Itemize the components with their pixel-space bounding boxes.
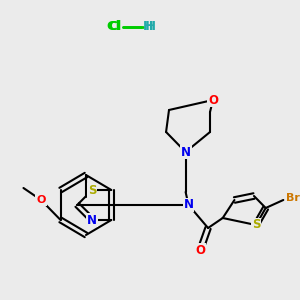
Text: N: N <box>87 214 97 226</box>
Text: S: S <box>88 184 96 196</box>
Text: S: S <box>252 218 260 232</box>
Text: H: H <box>145 20 156 34</box>
Text: N: N <box>181 146 190 158</box>
Text: N: N <box>184 199 194 212</box>
Text: Br: Br <box>286 193 300 203</box>
Text: Cl: Cl <box>109 20 122 34</box>
Text: N: N <box>184 199 194 212</box>
Text: O: O <box>208 94 218 106</box>
Text: O: O <box>36 195 46 205</box>
Text: Cl: Cl <box>106 20 120 34</box>
Text: N: N <box>87 214 97 226</box>
Text: O: O <box>195 244 205 256</box>
Text: Br: Br <box>286 193 300 203</box>
Text: S: S <box>252 218 260 232</box>
Text: N: N <box>181 146 190 158</box>
Text: O: O <box>208 94 218 106</box>
Text: O: O <box>36 195 46 205</box>
Text: O: O <box>195 244 205 256</box>
Text: S: S <box>88 184 96 196</box>
Text: H: H <box>143 20 154 34</box>
